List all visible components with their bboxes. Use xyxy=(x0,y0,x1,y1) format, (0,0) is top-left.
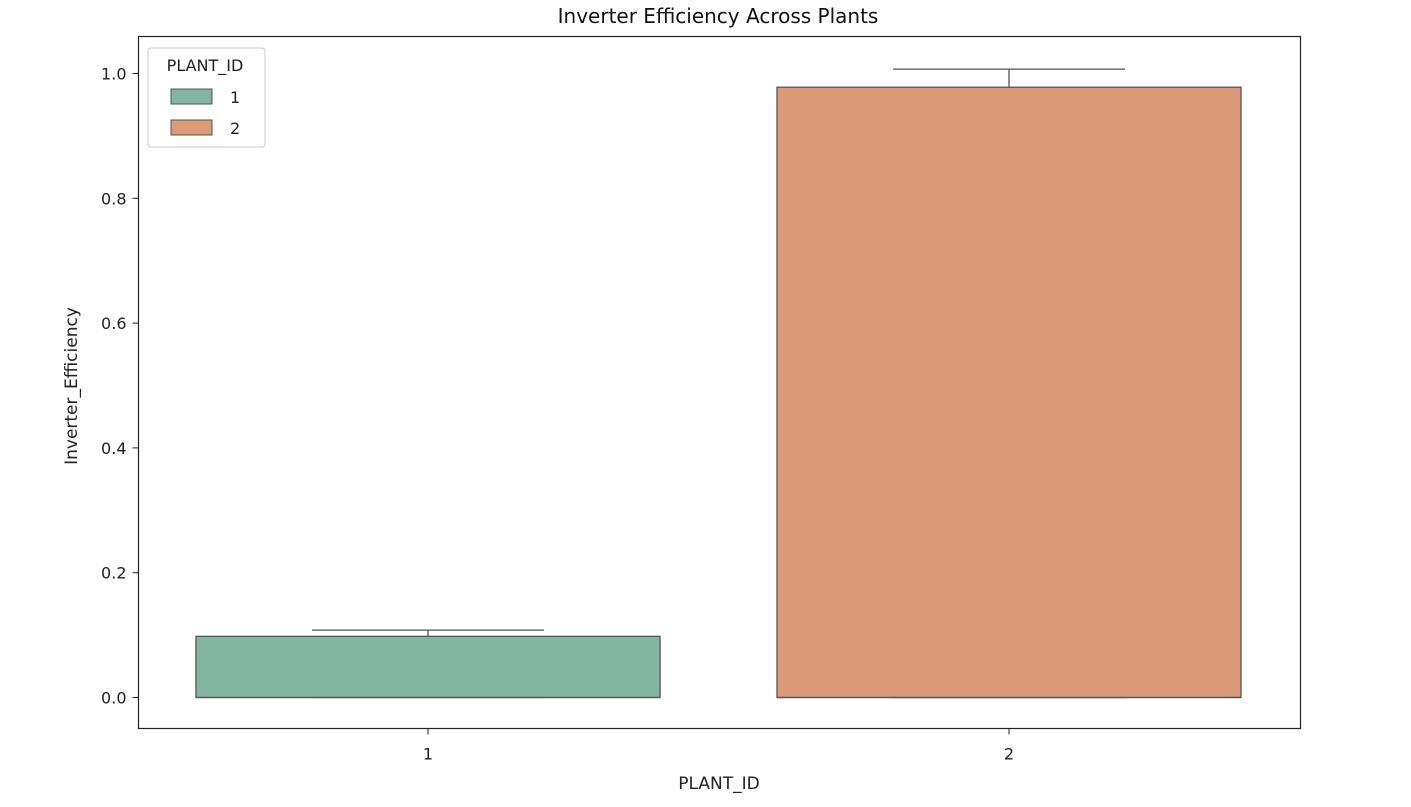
x-axis-label: PLANT_ID xyxy=(678,774,759,794)
legend-title: PLANT_ID xyxy=(167,56,244,76)
legend-swatch xyxy=(170,119,213,136)
legend-entries: 12 xyxy=(170,88,240,138)
plot-area xyxy=(195,68,1242,699)
box-plant-2 xyxy=(776,68,1242,699)
box-body-2 xyxy=(776,86,1242,699)
legend-label: 1 xyxy=(230,88,240,107)
box-plant-1 xyxy=(195,629,661,699)
y-axis: 0.0 0.2 0.4 0.6 0.8 1.0 xyxy=(101,65,139,708)
legend-entry-2: 2 xyxy=(170,119,240,138)
y-tick-label: 0.6 xyxy=(101,314,126,333)
y-tick-label: 0.2 xyxy=(101,564,126,583)
box-body-1 xyxy=(195,635,661,699)
legend: PLANT_ID 12 xyxy=(147,47,266,148)
legend-label: 2 xyxy=(230,119,240,138)
legend-swatch xyxy=(170,88,213,105)
y-axis-label: Inverter_Efficiency xyxy=(62,307,82,465)
x-tick-label: 2 xyxy=(1004,745,1014,764)
y-tick-label: 1.0 xyxy=(101,65,126,84)
y-tick-label: 0.8 xyxy=(101,189,126,208)
y-tick-label: 0.0 xyxy=(101,689,126,708)
y-tick-label: 0.4 xyxy=(101,439,126,458)
x-tick-label: 1 xyxy=(423,745,433,764)
chart-title: Inverter Efficiency Across Plants xyxy=(558,4,879,28)
legend-entry-1: 1 xyxy=(170,88,240,107)
plot-frame xyxy=(137,35,1302,730)
